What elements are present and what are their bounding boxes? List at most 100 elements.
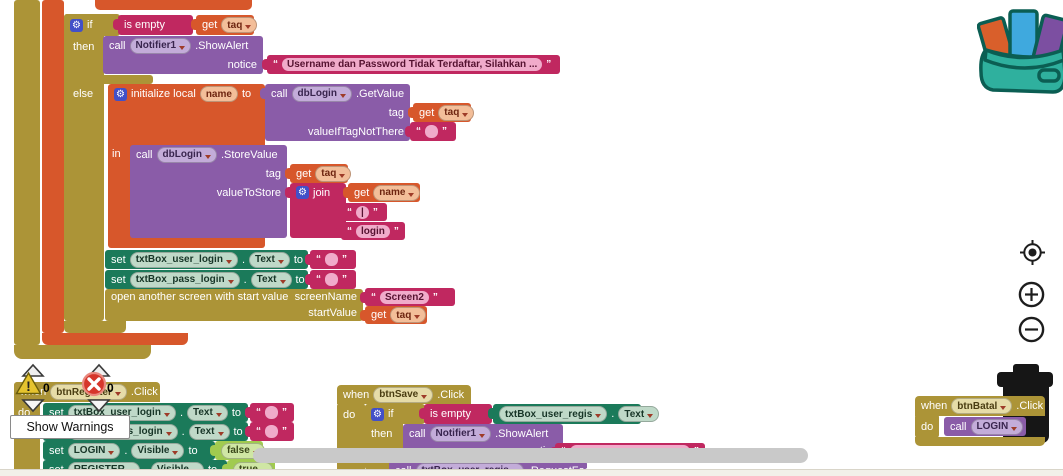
is-empty-block[interactable]: is empty: [113, 15, 193, 35]
property-dropdown[interactable]: Text: [188, 423, 230, 440]
method-label: .ShowAlert: [495, 427, 549, 440]
variable-dropdown[interactable]: taq: [315, 165, 352, 182]
mutator-gear-icon[interactable]: ⚙: [296, 186, 309, 199]
string-field[interactable]: [265, 406, 278, 419]
else-label: else: [73, 88, 94, 100]
string-field[interactable]: |: [356, 205, 369, 219]
variable-dropdown[interactable]: taq: [221, 17, 258, 33]
open-quote: “: [316, 274, 321, 285]
component-dropdown[interactable]: txtBox_user_login: [129, 251, 238, 268]
empty-string-block[interactable]: “ ”: [405, 122, 456, 141]
component-dropdown[interactable]: LOGIN: [67, 442, 121, 459]
showalert-block[interactable]: call Notifier1 .ShowAlert notice: [103, 36, 263, 74]
if-else-block-body[interactable]: [64, 14, 104, 321]
set-label: set: [111, 273, 126, 286]
mutator-gear-icon[interactable]: ⚙: [114, 87, 127, 101]
component-dropdown[interactable]: btnSave: [373, 386, 434, 403]
procedure-dropdown[interactable]: LOGIN: [970, 418, 1024, 435]
property-dropdown[interactable]: Text: [249, 251, 290, 268]
set-pass-login-text-block[interactable]: set txtBox_pass_login . Text to: [105, 270, 308, 289]
component-dropdown[interactable]: dbLogin: [291, 85, 352, 102]
screen2-string-block[interactable]: “ Screen2 ”: [360, 288, 455, 306]
component-dropdown[interactable]: txtBox_pass_login: [129, 271, 240, 288]
get-user-regis-text-block[interactable]: txtBox_user_regis . Text: [488, 404, 660, 424]
get-taq-block[interactable]: get taq: [191, 15, 258, 35]
property-dropdown[interactable]: Text: [618, 406, 660, 422]
btnbatal-event-edge[interactable]: [915, 414, 939, 438]
set-user-login-text-block[interactable]: set txtBox_user_login . Text to: [105, 250, 308, 269]
open-screen-block[interactable]: open another screen with start value scr…: [105, 289, 363, 321]
show-warnings-button[interactable]: Show Warnings: [10, 415, 130, 439]
string-field[interactable]: [265, 425, 278, 438]
string-field[interactable]: [325, 253, 338, 266]
string-field[interactable]: login: [356, 224, 390, 238]
get-label: get: [296, 167, 312, 180]
empty-string-block[interactable]: “”: [245, 403, 294, 422]
string-field[interactable]: [425, 125, 438, 138]
startvalue-param-label: startValue: [308, 307, 357, 319]
set-login-visible-block[interactable]: set LOGIN . Visible to: [43, 441, 215, 460]
zoom-in-button[interactable]: [1018, 281, 1045, 308]
to-label: to: [231, 406, 242, 419]
init-variable-block-top[interactable]: [95, 0, 252, 10]
string-field[interactable]: Screen2: [380, 290, 429, 304]
warning-next-arrow[interactable]: [20, 398, 46, 414]
empty-string-block[interactable]: “”: [305, 250, 356, 269]
component-dropdown[interactable]: Notifier1: [429, 425, 492, 442]
zoom-reset-button[interactable]: [1019, 239, 1046, 266]
warning-count: 0: [43, 381, 50, 395]
variable-dropdown[interactable]: name: [373, 184, 421, 201]
backpack-icon[interactable]: [977, 2, 1063, 94]
mutator-gear-icon[interactable]: ⚙: [371, 407, 384, 421]
outer-event-block-bottom[interactable]: [14, 345, 151, 359]
get-taq-block[interactable]: get taq: [408, 103, 475, 122]
local-name-field[interactable]: name: [199, 86, 238, 102]
pipe-string-block[interactable]: “ | ”: [336, 203, 387, 221]
get-name-block[interactable]: get name: [343, 183, 421, 202]
empty-string-block[interactable]: “”: [245, 422, 294, 441]
component-dropdown[interactable]: dbLogin: [156, 146, 217, 163]
init-variable-block-edge[interactable]: [42, 0, 64, 333]
string-field[interactable]: [325, 273, 338, 286]
btnbatal-event-block[interactable]: when btnBatal .Click: [915, 396, 1045, 416]
close-quote: ”: [442, 126, 447, 137]
alert-text-block[interactable]: “ Username dan Password Tidak Terdaftar,…: [262, 55, 560, 74]
trash-can-lid: [997, 372, 1053, 387]
property-dropdown[interactable]: Text: [250, 271, 292, 288]
get-taq-block[interactable]: get taq: [360, 306, 427, 324]
variable-dropdown[interactable]: taq: [438, 104, 475, 121]
close-quote: ”: [282, 407, 287, 418]
login-string-block[interactable]: “ login ”: [336, 222, 405, 240]
open-quote: “: [316, 254, 321, 265]
storevalue-block[interactable]: call dbLogin .StoreValue tag valueToStor…: [130, 145, 287, 238]
get-taq-block[interactable]: get taq: [285, 164, 352, 183]
string-field[interactable]: Username dan Password Tidak Terdaftar, S…: [282, 58, 543, 71]
property-dropdown[interactable]: Text: [187, 404, 228, 421]
error-next-arrow[interactable]: [86, 398, 112, 414]
property-dropdown[interactable]: Visible: [131, 442, 185, 459]
click-label: .Click: [437, 388, 465, 401]
empty-string-block[interactable]: “”: [305, 270, 356, 289]
if-else-block-bottom: [64, 321, 126, 333]
variable-dropdown[interactable]: taq: [390, 307, 427, 323]
close-quote: ”: [282, 426, 287, 437]
if-block-header[interactable]: ⚙ if: [64, 14, 120, 36]
outer-event-block-edge[interactable]: [14, 0, 40, 345]
btnsave-event-edge[interactable]: [337, 403, 365, 476]
is-empty-block[interactable]: is empty: [419, 404, 492, 424]
component-dropdown[interactable]: Notifier1: [129, 37, 192, 54]
init-variable-block-bottom[interactable]: [42, 333, 188, 345]
mutator-gear-icon[interactable]: ⚙: [70, 18, 83, 32]
false-block[interactable]: false: [210, 441, 265, 460]
horizontal-scrollbar[interactable]: [253, 448, 808, 463]
component-dropdown[interactable]: btnBatal: [951, 398, 1013, 414]
btnsave-event-block[interactable]: when btnSave .Click: [337, 385, 471, 404]
zoom-out-button[interactable]: [1018, 316, 1045, 343]
initialize-local-label: initialize local: [131, 88, 196, 100]
getvalue-block[interactable]: call dbLogin .GetValue tag valueIfTagNot…: [260, 84, 410, 141]
if-block-header[interactable]: ⚙ if: [365, 404, 425, 424]
is-empty-label: is empty: [430, 408, 471, 420]
component-dropdown[interactable]: txtBox_user_regis: [499, 406, 608, 422]
call-login-procedure-block[interactable]: call LOGIN: [944, 417, 1026, 436]
